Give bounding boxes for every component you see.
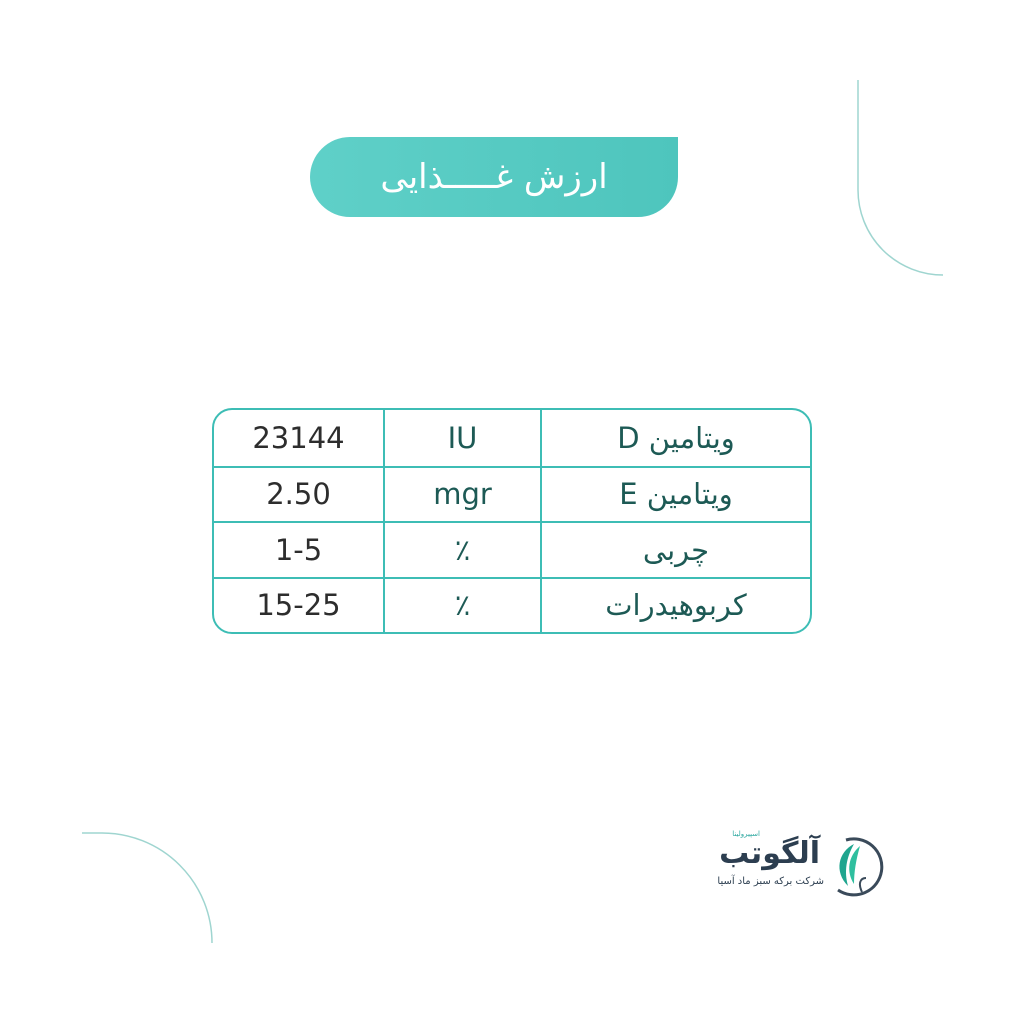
phoenix-emblem-icon [837,837,884,897]
value-cell: 23144 [214,410,385,466]
name-cell: ویتامین E [619,477,733,512]
unit-cell: ٪ [385,523,542,577]
table-row: 15-25 ٪ کربوهیدرات [214,576,810,632]
name-cell: ویتامین D [617,420,735,455]
logo-tagline: اسپیرولینا [732,830,760,838]
unit-cell: mgr [385,467,542,521]
table-row: 1-5 ٪ چربی [214,521,810,577]
table-row: 2.50 mgr ویتامین E [214,465,810,521]
page-title: ارزش غـــــذایی [380,157,608,197]
brand-logo: اسپیرولینا آلگوتب شرکت برکه سبز ماد آسیا [700,830,890,900]
name-cell: چربی [642,532,710,567]
top-right-arc [857,80,944,276]
header-banner: ارزش غـــــذایی [310,137,678,217]
unit-cell: ٪ [385,578,542,632]
bottom-left-arc [82,832,213,944]
name-cell: کربوهیدرات [605,588,747,623]
unit-cell: IU [385,410,542,466]
value-cell: 15-25 [214,578,385,632]
logo-company: شرکت برکه سبز ماد آسیا [717,876,824,887]
table-row: 23144 IU ویتامین D [214,410,810,466]
value-cell: 1-5 [214,523,385,577]
logo-name: آلگوتب [719,836,820,871]
nutrition-table: 23144 IU ویتامین D 2.50 mgr ویتامین E 1-… [212,408,812,634]
value-cell: 2.50 [214,467,385,521]
